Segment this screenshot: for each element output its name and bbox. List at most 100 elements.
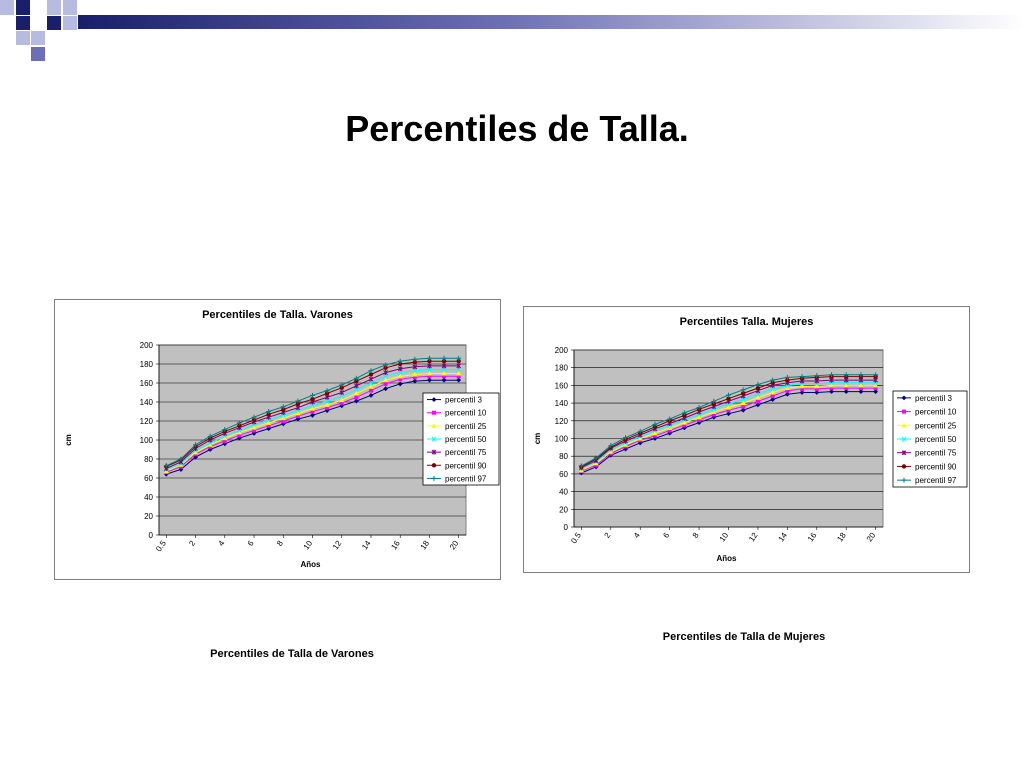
data-point [755, 395, 761, 400]
data-point [726, 411, 731, 417]
legend-entry: percentil 10 [445, 409, 487, 418]
data-point [755, 402, 761, 408]
y-tick-label: 120 [555, 417, 569, 426]
data-point [309, 406, 316, 411]
data-point [456, 370, 462, 376]
legend-marker [431, 397, 437, 402]
legend-marker [431, 463, 437, 468]
data-point [858, 372, 864, 378]
y-axis-label: cm [533, 433, 542, 445]
x-axis-label: Años [301, 560, 322, 569]
data-point [310, 396, 315, 402]
chart-panel-mujeres: Percentiles Talla. Mujeres 0 20 40 60 80 100 12… [523, 306, 970, 573]
data-point [295, 410, 301, 416]
data-point [397, 370, 403, 375]
data-point [873, 382, 879, 388]
data-point [412, 375, 417, 380]
x-tick-label: 4 [632, 531, 642, 540]
legend-marker [901, 436, 907, 442]
data-point [368, 392, 374, 398]
data-point [711, 409, 717, 414]
data-point [456, 374, 461, 379]
x-tick-label: 6 [661, 531, 671, 540]
data-point [339, 390, 345, 395]
data-point [368, 380, 374, 386]
data-point [353, 398, 359, 404]
x-tick-label: 12 [331, 539, 344, 552]
data-point [726, 396, 731, 401]
data-point [800, 386, 805, 391]
data-point [667, 428, 672, 433]
data-point [829, 372, 834, 378]
data-point [667, 416, 673, 422]
data-point [251, 425, 257, 430]
y-tick-label: 200 [555, 346, 569, 355]
data-point [324, 398, 330, 404]
data-point [354, 383, 359, 389]
data-point [681, 410, 687, 416]
data-point [740, 397, 746, 402]
data-point [353, 390, 359, 396]
data-point [828, 382, 835, 388]
data-point [324, 402, 330, 407]
legend-entry: percentil 97 [915, 476, 957, 485]
data-point [456, 377, 462, 383]
x-tick-label: 2 [602, 531, 612, 540]
data-point [741, 391, 746, 396]
data-point [252, 428, 257, 433]
x-tick-label: 16 [806, 531, 819, 544]
data-point [266, 409, 272, 414]
data-point [266, 420, 272, 425]
legend-entry: percentil 50 [445, 435, 487, 444]
data-point [383, 370, 388, 376]
data-point [726, 408, 731, 413]
x-tick-label: 8 [275, 539, 285, 548]
legend-entry: percentil 75 [915, 449, 957, 458]
y-tick-label: 100 [140, 436, 154, 445]
data-point [814, 383, 820, 389]
data-point [368, 376, 374, 382]
data-point [456, 367, 462, 373]
data-point [295, 398, 301, 404]
decorative-squares [0, 0, 1024, 61]
data-point [397, 358, 403, 364]
y-tick-label: 120 [140, 417, 154, 426]
data-point [398, 361, 403, 367]
y-tick-label: 80 [559, 452, 568, 461]
data-point [266, 412, 271, 417]
data-point [339, 393, 345, 399]
data-point [412, 378, 418, 384]
slide-title: Percentiles de Talla. [345, 108, 689, 149]
legend-entry: percentil 50 [915, 435, 957, 444]
data-point [412, 359, 418, 365]
y-tick-label: 140 [555, 399, 569, 408]
y-tick-label: 80 [144, 455, 153, 464]
data-point [873, 386, 878, 391]
data-point [814, 386, 819, 391]
data-point [755, 391, 761, 397]
legend-entry: percentil 75 [445, 448, 487, 457]
data-point [280, 404, 286, 410]
data-point [368, 388, 373, 393]
data-point [681, 419, 687, 425]
data-point [725, 404, 732, 410]
y-tick-label: 140 [140, 398, 154, 407]
x-tick-label: 18 [419, 539, 432, 552]
x-axis-label: Años [717, 554, 738, 563]
legend-marker [901, 464, 907, 469]
data-point [843, 389, 849, 394]
data-point [441, 370, 447, 376]
data-point [441, 367, 447, 373]
data-point [858, 382, 864, 388]
legend-marker [901, 395, 907, 401]
data-point [412, 371, 418, 377]
legend-entry: percentil 3 [445, 396, 482, 405]
data-point [236, 429, 243, 435]
legend-marker [901, 450, 907, 456]
data-point [398, 377, 403, 382]
data-point [426, 355, 432, 361]
x-tick-label: 20 [448, 539, 461, 552]
data-point [280, 415, 286, 421]
data-point [873, 389, 879, 394]
data-point [456, 363, 462, 369]
